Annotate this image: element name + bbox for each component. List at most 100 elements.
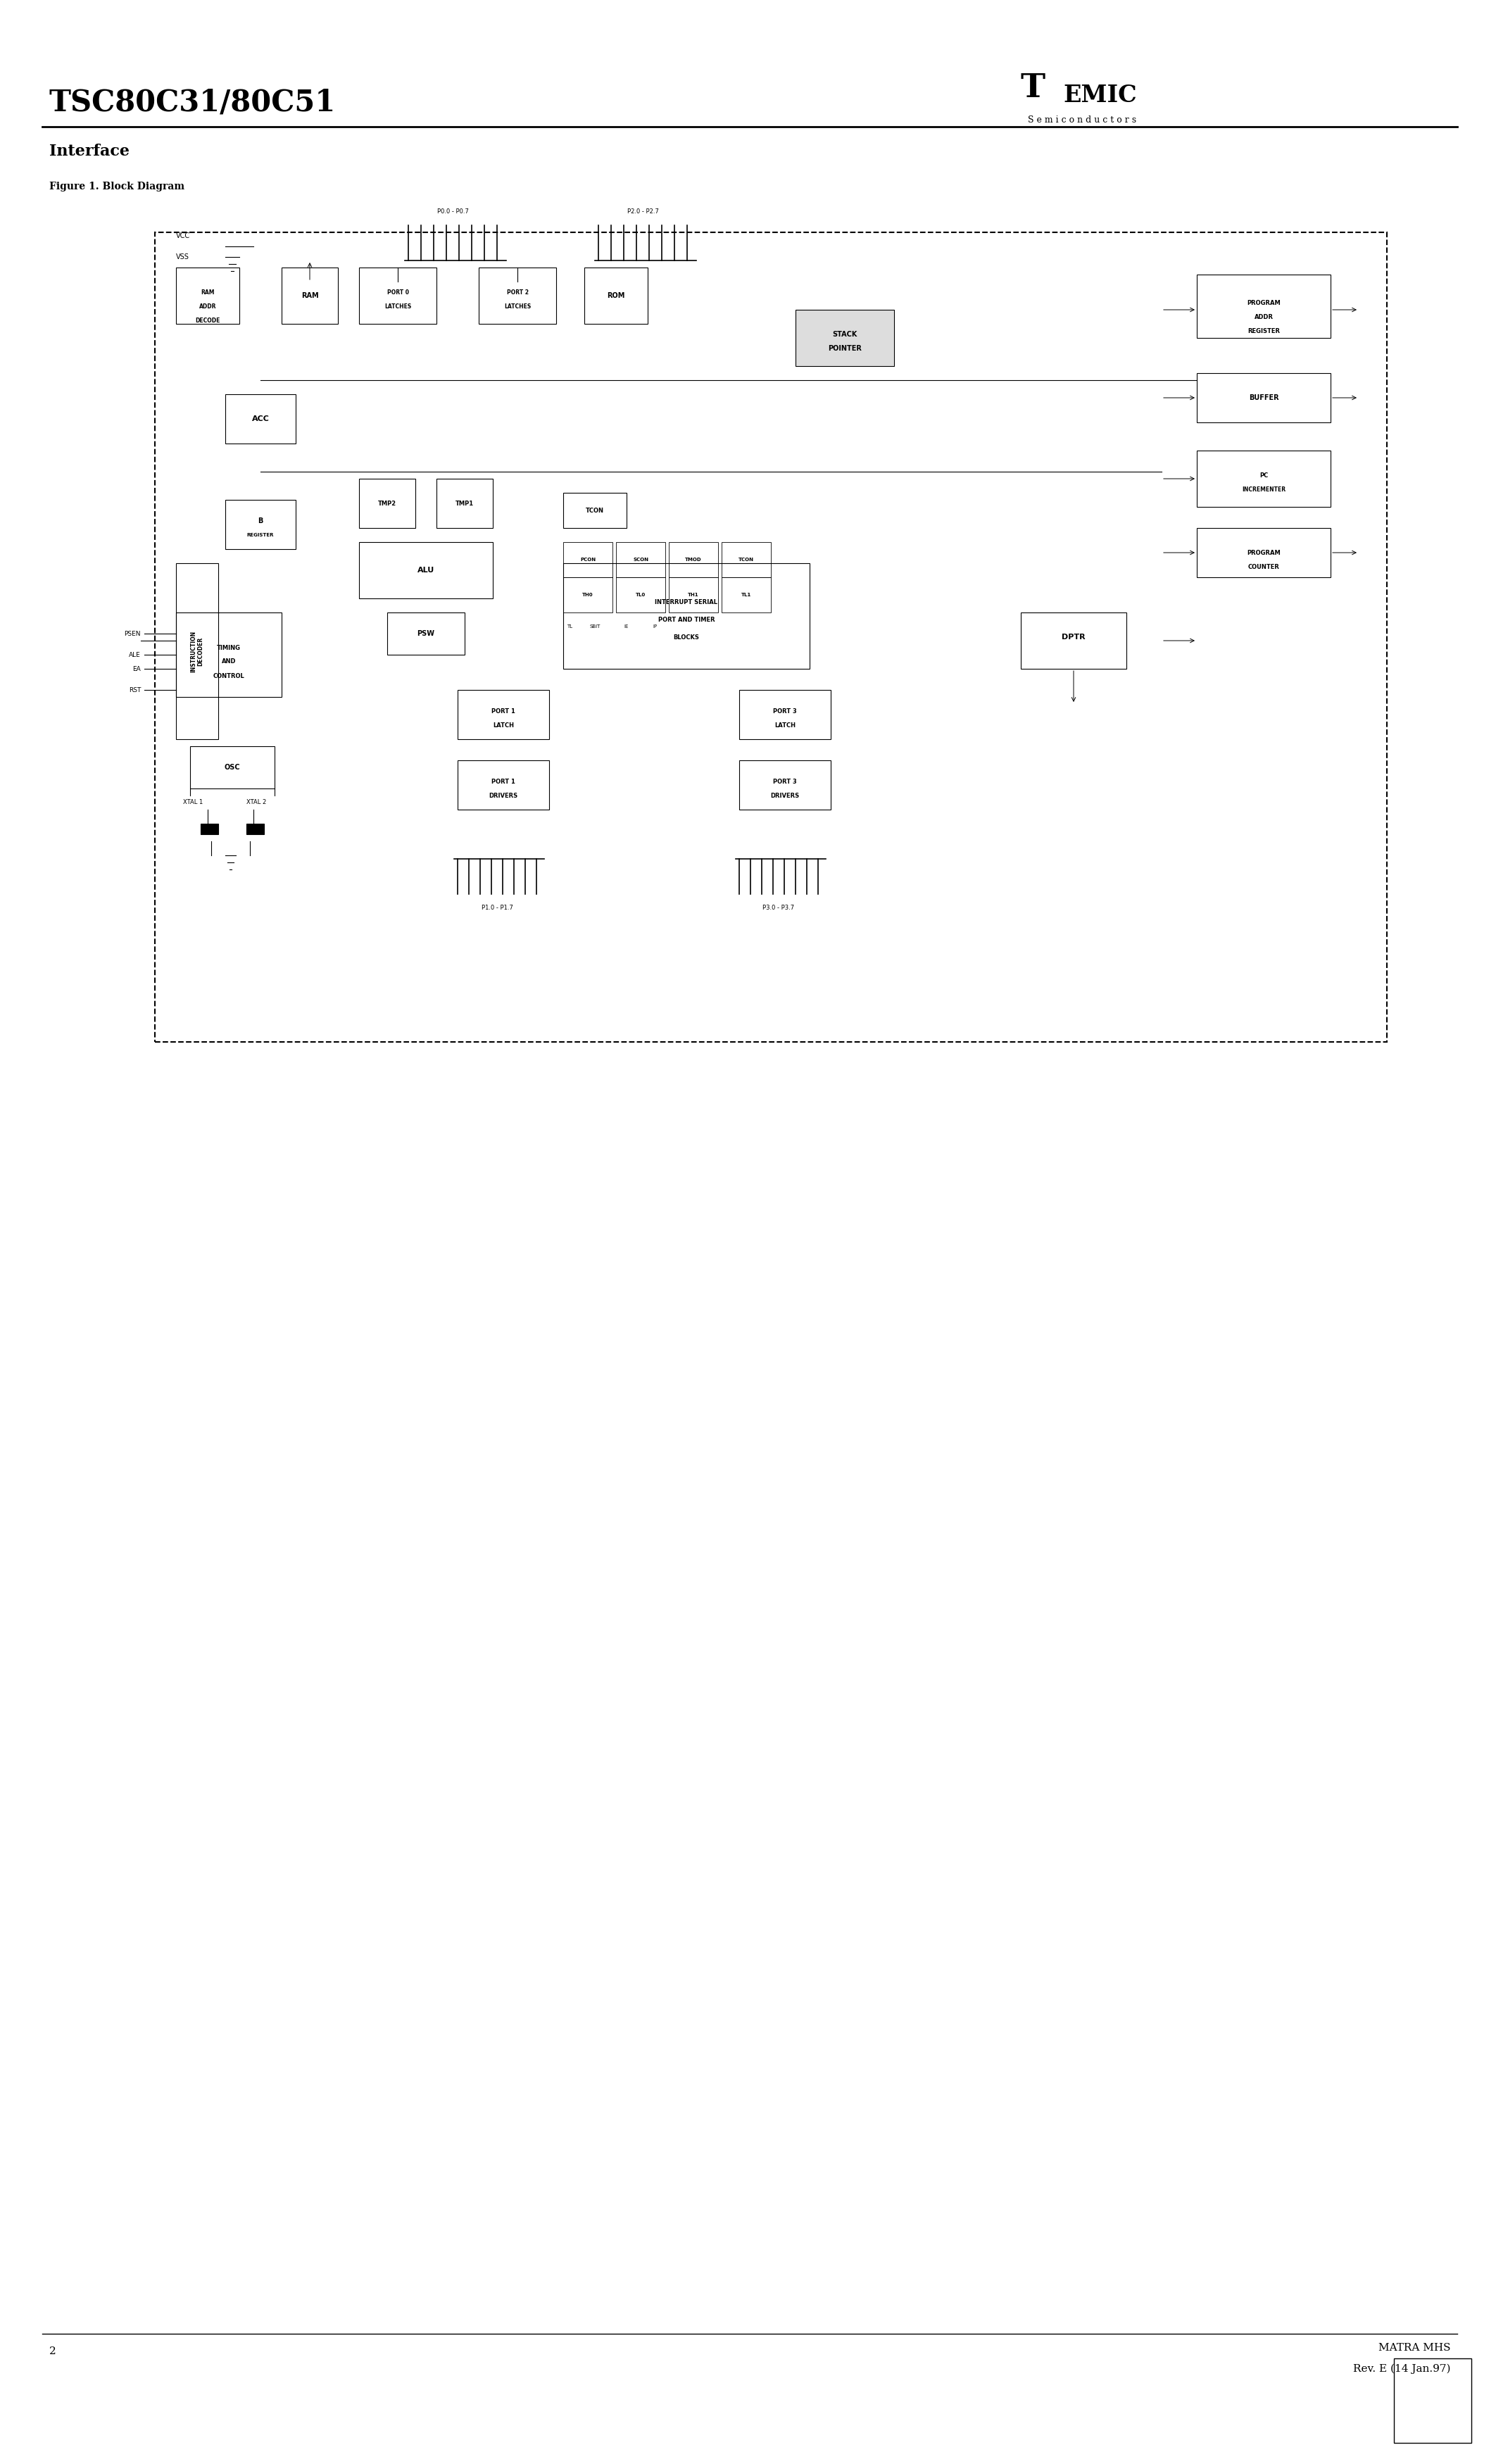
Bar <box>1020 614 1126 668</box>
Bar <box>359 478 416 527</box>
Text: LATCHES: LATCHES <box>504 303 531 310</box>
Text: PORT 1: PORT 1 <box>491 779 515 784</box>
Text: INCREMENTER: INCREMENTER <box>1242 485 1285 493</box>
Text: BUFFER: BUFFER <box>1249 394 1279 402</box>
Text: TL: TL <box>567 623 573 628</box>
Text: DPTR: DPTR <box>1062 633 1086 641</box>
Bar <box>562 564 809 668</box>
Bar <box>177 564 218 739</box>
Bar <box>177 614 281 697</box>
Bar <box>721 542 770 577</box>
Text: PROGRAM: PROGRAM <box>1246 549 1281 557</box>
Text: SBIT: SBIT <box>589 623 600 628</box>
Bar <box>359 269 437 323</box>
Text: TMP1: TMP1 <box>455 500 474 508</box>
Text: EMIC: EMIC <box>1064 84 1137 106</box>
Text: INSTRUCTION
DECODER: INSTRUCTION DECODER <box>190 631 203 673</box>
Text: XTAL 2: XTAL 2 <box>247 798 266 806</box>
Bar <box>359 542 492 599</box>
Text: INTERRUPT SERIAL: INTERRUPT SERIAL <box>655 599 718 606</box>
Bar <box>562 577 612 614</box>
Text: AND: AND <box>221 658 236 665</box>
Text: IE: IE <box>624 623 628 628</box>
Text: PORT 1: PORT 1 <box>491 707 515 715</box>
Text: VCC: VCC <box>177 232 190 239</box>
Text: RAM: RAM <box>200 288 214 296</box>
Text: DRIVERS: DRIVERS <box>489 793 518 798</box>
Text: PORT 0: PORT 0 <box>387 288 408 296</box>
Text: REGISTER: REGISTER <box>247 532 274 537</box>
Text: PORT 2: PORT 2 <box>507 288 528 296</box>
Text: REGISTER: REGISTER <box>1248 328 1281 335</box>
Text: PROGRAM: PROGRAM <box>1246 301 1281 306</box>
Bar <box>437 478 492 527</box>
Text: TCON: TCON <box>739 557 754 562</box>
Text: PSEN: PSEN <box>124 631 141 636</box>
Text: T: T <box>1020 71 1046 103</box>
Bar <box>1394 2358 1472 2442</box>
Bar <box>721 577 770 614</box>
Text: P3.0 - P3.7: P3.0 - P3.7 <box>763 904 794 912</box>
Bar <box>616 577 666 614</box>
Text: COUNTER: COUNTER <box>1248 564 1279 569</box>
Bar <box>669 542 718 577</box>
Text: PORT 3: PORT 3 <box>773 779 797 784</box>
Text: LATCH: LATCH <box>492 722 515 729</box>
Text: ROM: ROM <box>607 293 625 298</box>
Text: PCON: PCON <box>580 557 595 562</box>
Text: Rev. E (14 Jan.97): Rev. E (14 Jan.97) <box>1352 2363 1450 2373</box>
Text: PSW: PSW <box>417 631 435 638</box>
Text: Figure 1. Block Diagram: Figure 1. Block Diagram <box>49 182 184 192</box>
Text: TH1: TH1 <box>688 594 699 596</box>
Text: S e m i c o n d u c t o r s: S e m i c o n d u c t o r s <box>1028 116 1137 123</box>
Bar <box>585 269 648 323</box>
Bar <box>200 823 218 835</box>
Text: POINTER: POINTER <box>827 345 862 352</box>
Bar <box>1197 274 1330 338</box>
Text: ADDR: ADDR <box>1254 313 1273 320</box>
Bar <box>562 542 612 577</box>
Text: DECODE: DECODE <box>194 318 220 323</box>
Bar <box>458 690 549 739</box>
Bar <box>281 269 338 323</box>
Text: TSC80C31/80C51: TSC80C31/80C51 <box>49 86 337 116</box>
Text: RST: RST <box>129 687 141 692</box>
Bar <box>562 493 627 527</box>
Text: DRIVERS: DRIVERS <box>770 793 799 798</box>
Text: ADDR: ADDR <box>199 303 217 310</box>
Bar <box>156 232 1387 1042</box>
Text: SCON: SCON <box>633 557 648 562</box>
Text: IP: IP <box>652 623 657 628</box>
Bar <box>458 761 549 811</box>
Text: ALU: ALU <box>417 567 434 574</box>
Text: LATCHES: LATCHES <box>384 303 411 310</box>
Text: TL1: TL1 <box>741 594 751 596</box>
Text: TCON: TCON <box>586 508 604 513</box>
Text: P2.0 - P2.7: P2.0 - P2.7 <box>627 209 658 214</box>
Text: TH0: TH0 <box>582 594 594 596</box>
Bar <box>739 761 830 811</box>
Text: MATRA MHS: MATRA MHS <box>1378 2343 1450 2353</box>
Text: P1.0 - P1.7: P1.0 - P1.7 <box>482 904 513 912</box>
Bar <box>1197 527 1330 577</box>
Bar <box>739 690 830 739</box>
Text: B: B <box>257 517 263 525</box>
Text: PORT 3: PORT 3 <box>773 707 797 715</box>
Text: TL0: TL0 <box>636 594 646 596</box>
Text: PC: PC <box>1260 473 1269 478</box>
Bar <box>226 500 296 549</box>
Text: TMOD: TMOD <box>685 557 702 562</box>
Text: XTAL 1: XTAL 1 <box>183 798 203 806</box>
Text: TIMING: TIMING <box>217 646 241 650</box>
Text: 2: 2 <box>49 2346 57 2356</box>
Bar <box>796 310 895 367</box>
Text: ACC: ACC <box>251 416 269 421</box>
Text: TMP2: TMP2 <box>378 500 396 508</box>
Bar <box>479 269 557 323</box>
Bar <box>226 394 296 444</box>
Text: BLOCKS: BLOCKS <box>673 633 700 641</box>
Bar <box>616 542 666 577</box>
Bar <box>1197 451 1330 508</box>
Text: VSS: VSS <box>177 254 190 261</box>
Bar <box>387 614 465 655</box>
